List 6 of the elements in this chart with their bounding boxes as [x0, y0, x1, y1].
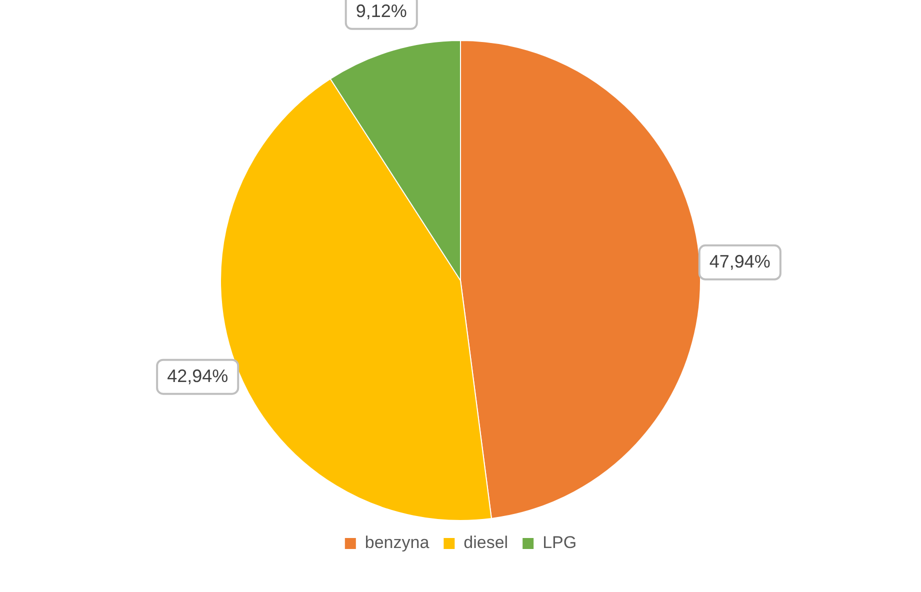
data-label: 9,12%: [356, 0, 407, 21]
data-label: 42,94%: [167, 366, 228, 386]
legend-label: benzyna: [364, 533, 430, 552]
legend-label: diesel: [464, 533, 508, 552]
data-label: 47,94%: [709, 251, 770, 272]
legend-label: LPG: [542, 533, 577, 552]
